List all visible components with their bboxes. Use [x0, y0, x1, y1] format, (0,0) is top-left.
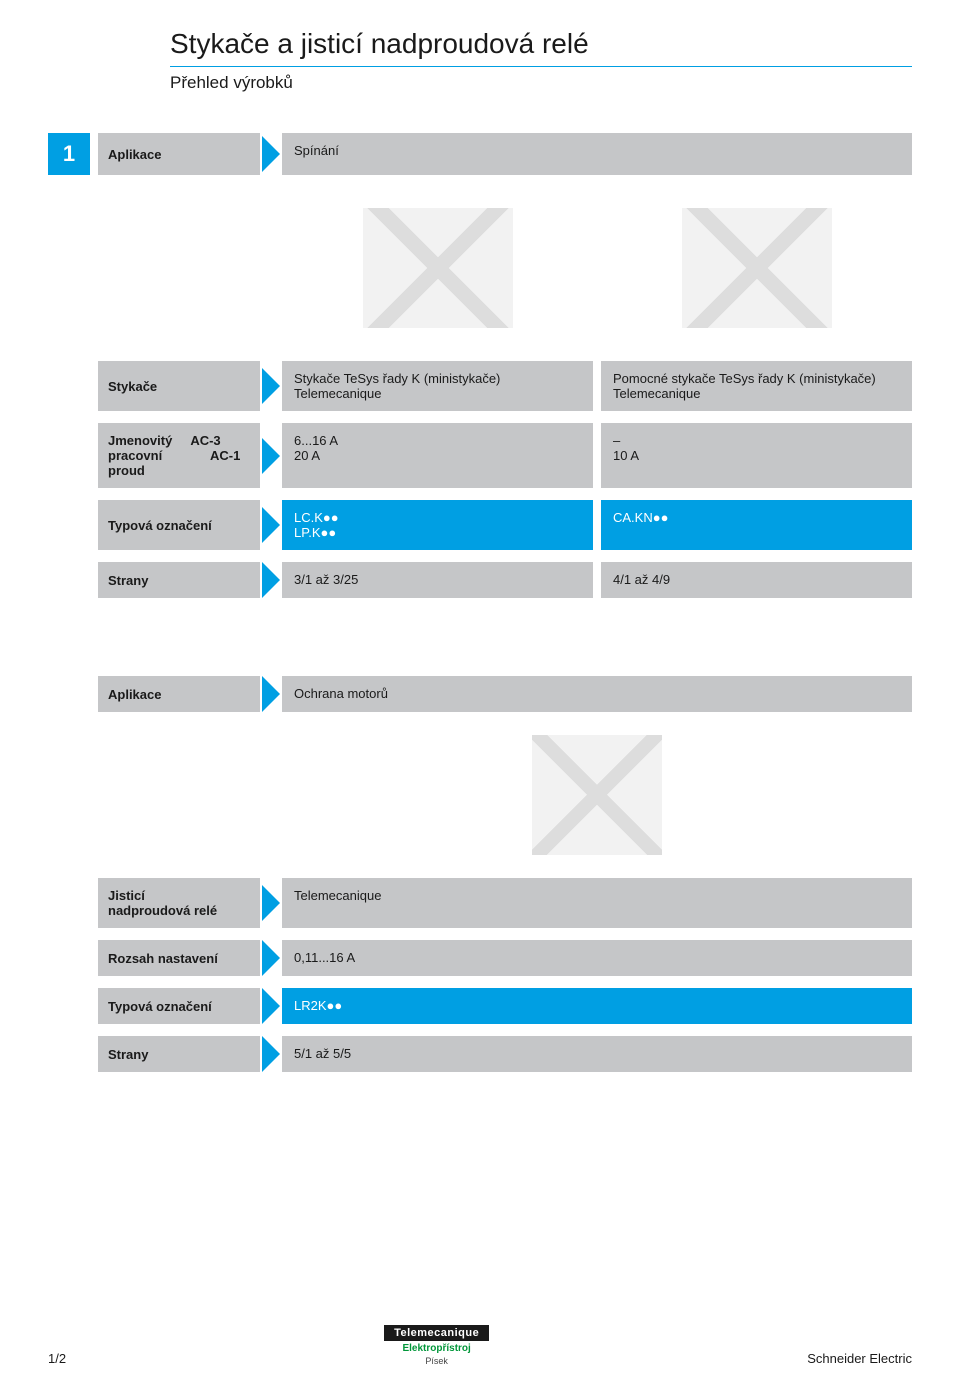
page-title: Stykače a jisticí nadproudová relé: [170, 28, 912, 67]
arrow-icon: [260, 423, 282, 488]
rated-line1: Jmenovitý: [108, 433, 172, 448]
arrow-icon: [260, 676, 282, 712]
arrow-icon: [260, 500, 282, 550]
rated-v1-l1: 6...16 A: [294, 433, 581, 448]
row-value-type-2v: LR2K●●: [282, 988, 912, 1024]
row-value-stykace-2: Pomocné stykače TeSys řady K (ministykač…: [601, 361, 912, 411]
row-value-relay: Telemecanique: [282, 878, 912, 928]
row-value-pages-2: 4/1 až 4/9: [601, 562, 912, 598]
row-label-relay: Jisticí nadproudová relé: [98, 878, 260, 928]
row-value-range: 0,11...16 A: [282, 940, 912, 976]
arrow-icon: [260, 361, 282, 411]
product-image-3: [282, 720, 912, 870]
arrow-icon: [260, 133, 282, 175]
row-value-stykace-1: Stykače TeSys řady K (ministykače) Telem…: [282, 361, 593, 411]
row-value-rated-2: – 10 A: [601, 423, 912, 488]
row-value-pages-1: 3/1 až 3/25: [282, 562, 593, 598]
row-value-application-2: Ochrana motorů: [282, 676, 912, 712]
section-number: 1: [48, 133, 90, 175]
arrow-icon: [260, 988, 282, 1024]
rated-k2: AC-1: [210, 448, 250, 478]
row-label-rated-current: Jmenovitý AC-3 pracovní proud AC-1: [98, 423, 260, 488]
row-label-type: Typová označení: [98, 500, 260, 550]
company-name: Schneider Electric: [807, 1351, 912, 1366]
row-label-range: Rozsah nastavení: [98, 940, 260, 976]
row-label-stykace: Stykače: [98, 361, 260, 411]
row-value-type-2: CA.KN●●: [601, 500, 912, 550]
row-label-type-2: Typová označení: [98, 988, 260, 1024]
row-label-application-2: Aplikace: [98, 676, 260, 712]
rated-v1-l2: 20 A: [294, 448, 581, 463]
product-image-2: [601, 183, 912, 353]
rated-v2-l1: –: [613, 433, 900, 448]
row-label-pages: Strany: [98, 562, 260, 598]
page-footer: 1/2 Telemecanique Elektropřístroj Písek …: [48, 1325, 912, 1366]
row-value-application: Spínání: [282, 133, 912, 175]
product-image-1: [282, 183, 593, 353]
arrow-icon: [260, 1036, 282, 1072]
arrow-icon: [260, 562, 282, 598]
row-label-pages-2: Strany: [98, 1036, 260, 1072]
brand-logo: Telemecanique: [384, 1325, 489, 1341]
rated-k1: AC-3: [190, 433, 230, 448]
arrow-icon: [260, 940, 282, 976]
brand-city: Písek: [425, 1356, 448, 1366]
brand-block: Telemecanique Elektropřístroj Písek: [384, 1325, 489, 1366]
row-value-pages-2v: 5/1 až 5/5: [282, 1036, 912, 1072]
page-number: 1/2: [48, 1351, 66, 1366]
arrow-icon: [260, 878, 282, 928]
row-value-rated-1: 6...16 A 20 A: [282, 423, 593, 488]
rated-v2-l2: 10 A: [613, 448, 900, 463]
page-subtitle: Přehled výrobků: [170, 73, 912, 93]
row-value-type-1: LC.K●● LP.K●●: [282, 500, 593, 550]
rated-line2: pracovní proud: [108, 448, 192, 478]
brand-sublogo: Elektropřístroj: [402, 1343, 470, 1354]
row-label-application: Aplikace: [98, 133, 260, 175]
